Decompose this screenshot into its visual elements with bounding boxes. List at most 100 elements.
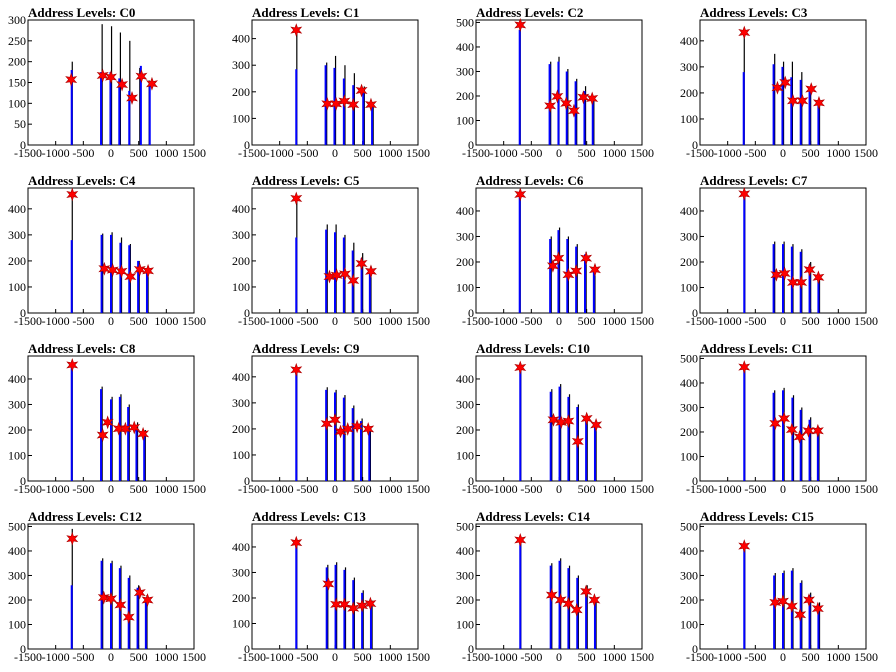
peak-marker: [588, 262, 601, 277]
x-tick-label: -500: [72, 314, 94, 328]
peak-marker: [338, 597, 351, 612]
y-tick-label: 400: [8, 544, 26, 558]
peak-marker: [812, 270, 825, 285]
peak-marker: [290, 191, 303, 206]
peak-marker: [351, 419, 364, 434]
peak-marker: [101, 415, 114, 430]
peak-marker: [590, 417, 603, 432]
x-tick-label: 1000: [826, 146, 850, 160]
x-tick-label: -1000: [266, 314, 294, 328]
x-tick-label: 0: [332, 314, 338, 328]
x-tick-label: 500: [354, 314, 372, 328]
x-tick-label: 500: [130, 482, 148, 496]
peak-marker: [514, 360, 527, 375]
x-tick-label: -500: [744, 650, 766, 664]
x-tick-label: 500: [130, 650, 148, 664]
x-tick-label: 1500: [630, 482, 654, 496]
chart-svg: 0 100 200 300 400 -1500 -1000 -500 0 500 1000 1500: [232, 19, 430, 160]
x-tick-label: -1500: [14, 146, 42, 160]
x-tick-label: -1500: [686, 482, 714, 496]
peak-marker: [514, 187, 527, 202]
x-tick-label: 500: [354, 482, 372, 496]
peak-marker: [65, 72, 78, 87]
peak-marker: [347, 273, 360, 288]
y-tick-label: 400: [680, 376, 698, 390]
x-tick-label: 1500: [854, 482, 878, 496]
peak-marker: [738, 186, 751, 201]
x-tick-label: 0: [332, 482, 338, 496]
chart-title: Address Levels: C10: [476, 341, 590, 356]
y-tick-label: 200: [456, 89, 474, 103]
y-tick-label: 300: [456, 64, 474, 78]
peak-marker: [544, 98, 557, 113]
x-tick-label: 500: [354, 146, 372, 160]
x-tick-label: 0: [556, 146, 562, 160]
peak-marker: [133, 585, 146, 600]
peak-marker: [811, 601, 824, 616]
peak-marker: [114, 597, 127, 612]
peak-marker: [329, 412, 341, 427]
x-tick-label: 500: [802, 650, 820, 664]
y-tick-label: 100: [680, 280, 698, 294]
x-tick-label: 0: [780, 314, 786, 328]
y-tick-label: 200: [232, 591, 250, 605]
x-tick-label: 0: [108, 314, 114, 328]
x-tick-label: 1500: [406, 650, 430, 664]
y-tick-label: 400: [456, 544, 474, 558]
peak-marker: [364, 596, 377, 611]
y-tick-label: 300: [8, 13, 26, 27]
peak-marker: [738, 360, 751, 374]
x-tick-label: -500: [296, 650, 318, 664]
x-tick-label: -1500: [14, 650, 42, 664]
x-tick-label: 1000: [378, 650, 402, 664]
chart-panel: 0 100 200 300 400 -1500 -1000 -500 0 500 1000 1500 A…: [448, 336, 672, 504]
y-tick-label: 300: [8, 228, 26, 242]
peak-marker: [560, 96, 573, 111]
x-tick-label: 500: [354, 650, 372, 664]
chart-svg: 0 100 200 300 400 -1500 -1000 -500 0 500 1000 1500: [8, 355, 206, 496]
chart-panel: 0 100 200 300 400 -1500 -1000 -500 0 500 1000 1500 A…: [0, 168, 224, 336]
chart-panel: 0 100 200 300 400 500 -1500 -1000 -500 0 500 1000 15…: [448, 0, 672, 168]
peak-marker: [96, 428, 109, 442]
peak-marker: [105, 70, 117, 84]
x-tick-label: -1500: [462, 650, 490, 664]
x-tick-label: 1000: [602, 482, 626, 496]
peak-marker: [98, 261, 111, 276]
chart-svg: 0 100 200 300 400 500 -1500 -1000 -500 0 500 1000 15…: [680, 351, 878, 496]
x-tick-label: -500: [520, 146, 542, 160]
peak-marker: [802, 423, 815, 438]
peak-marker: [577, 90, 590, 105]
x-tick-label: 1000: [826, 650, 850, 664]
y-tick-label: 300: [680, 60, 698, 74]
chart-svg: 0 100 200 300 400 -1500 -1000 -500 0 500 1000 1500: [232, 523, 430, 664]
y-tick-label: 0: [244, 474, 250, 488]
peak-marker: [811, 423, 824, 438]
y-tick-label: 300: [232, 565, 250, 579]
y-tick-label: 100: [232, 111, 250, 125]
y-tick-label: 500: [8, 519, 26, 533]
peak-marker: [567, 103, 580, 118]
y-tick-label: 400: [232, 202, 250, 216]
y-tick-label: 300: [456, 568, 474, 582]
x-tick-label: 0: [108, 650, 114, 664]
peak-marker: [803, 593, 815, 607]
x-tick-label: 0: [332, 650, 338, 664]
chart-svg: 0 100 200 300 400 500 -1500 -1000 -500 0 500 1000 15…: [456, 15, 654, 160]
x-tick-label: -1500: [14, 482, 42, 496]
peak-marker: [786, 275, 799, 290]
y-tick-label: 300: [232, 396, 250, 410]
y-tick-label: 0: [692, 642, 698, 656]
x-tick-label: 1500: [854, 146, 878, 160]
peak-marker: [115, 264, 128, 279]
peak-marker: [545, 588, 558, 602]
peak-marker: [105, 591, 117, 606]
y-tick-label: 400: [232, 540, 250, 554]
y-tick-label: 300: [456, 229, 474, 243]
peak-marker: [290, 535, 303, 550]
chart-panel: 0 100 200 300 400 -1500 -1000 -500 0 500 1000 1500 A…: [0, 336, 224, 504]
peak-marker: [580, 251, 593, 266]
chart-svg: 0 100 200 300 400 -1500 -1000 -500 0 500 1000 1500: [232, 187, 430, 328]
peak-marker: [570, 602, 583, 617]
peak-marker: [777, 594, 789, 609]
